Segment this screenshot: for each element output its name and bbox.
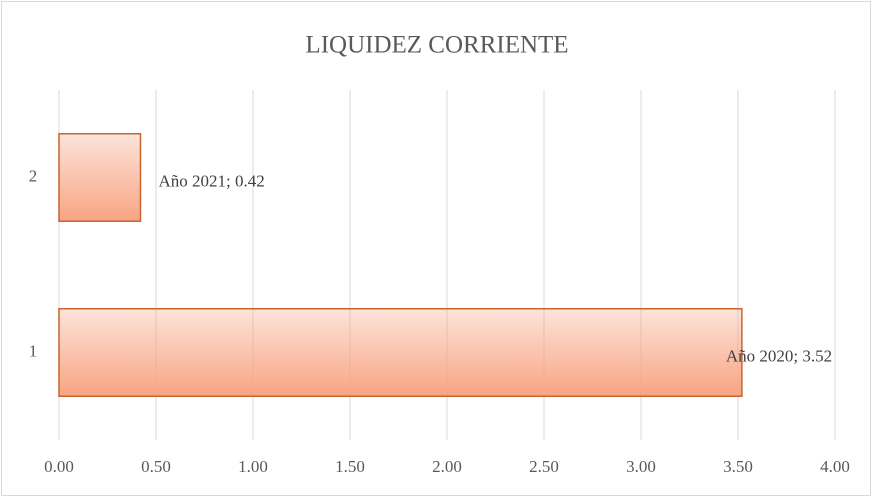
chart-title: LIQUIDEZ CORRIENTE bbox=[305, 32, 568, 59]
x-tick-label: 3.00 bbox=[626, 457, 656, 476]
x-tick-label: 0.50 bbox=[141, 457, 171, 476]
y-tick-label: 2 bbox=[29, 166, 38, 185]
bar bbox=[58, 308, 743, 397]
x-tick-label: 3.50 bbox=[723, 457, 753, 476]
y-tick-label: 1 bbox=[29, 341, 38, 360]
data-label: Año 2020; 3.52 bbox=[726, 346, 832, 365]
data-label: Año 2021; 0.42 bbox=[158, 171, 264, 190]
x-tick-label: 2.00 bbox=[432, 457, 462, 476]
x-tick-label: 4.00 bbox=[820, 457, 850, 476]
x-tick-label: 1.50 bbox=[335, 457, 365, 476]
x-tick-label: 2.50 bbox=[529, 457, 559, 476]
x-tick-label: 0.00 bbox=[44, 457, 74, 476]
bar bbox=[58, 133, 142, 222]
x-tick-label: 1.00 bbox=[238, 457, 268, 476]
